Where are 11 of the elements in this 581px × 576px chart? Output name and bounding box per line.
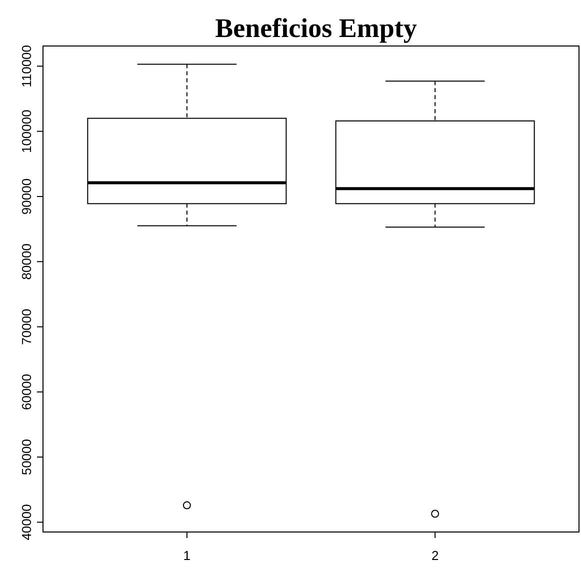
y-tick-label: 50000 <box>19 439 34 476</box>
x-tick-label: 2 <box>431 548 439 563</box>
y-tick-label: 60000 <box>19 374 34 410</box>
y-tick-label: 100000 <box>19 110 34 154</box>
y-tick-label: 80000 <box>19 244 34 280</box>
x-tick-label: 1 <box>183 548 191 563</box>
chart-title: Beneficios Empty <box>215 13 418 43</box>
y-tick-label: 110000 <box>19 44 34 88</box>
y-tick-label: 90000 <box>19 178 34 215</box>
y-tick-label: 40000 <box>19 504 34 540</box>
y-tick-label: 70000 <box>19 308 34 345</box>
